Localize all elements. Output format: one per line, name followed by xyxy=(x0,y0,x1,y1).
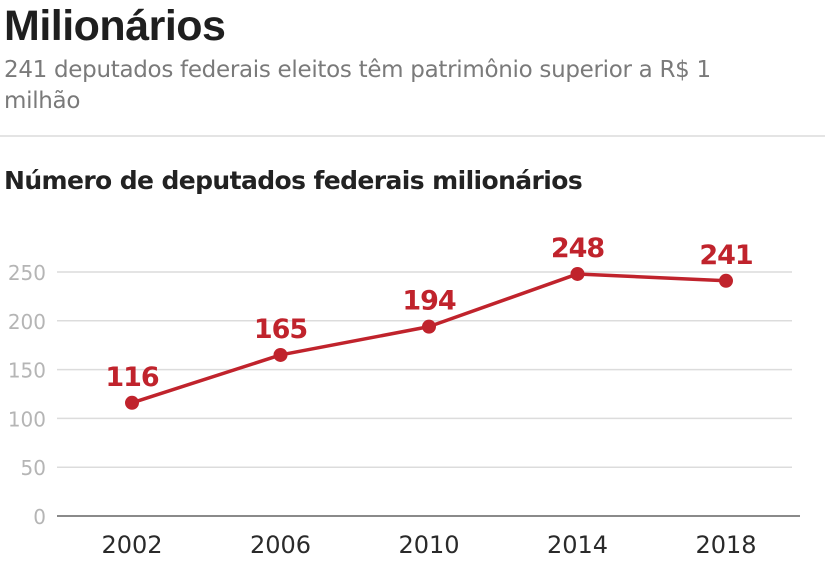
page-subtitle: 241 deputados federais eleitos têm patri… xyxy=(4,57,711,114)
data-labels: 116 165 194 248 241 xyxy=(105,233,753,393)
x-tick-label: 2010 xyxy=(398,531,459,559)
x-tick-label: 2018 xyxy=(695,531,756,559)
y-tick-label: 50 xyxy=(21,456,46,480)
data-point xyxy=(422,319,436,334)
data-label: 194 xyxy=(402,286,456,317)
data-points xyxy=(125,266,733,410)
data-label: 165 xyxy=(254,314,307,345)
chart-title: Número de deputados federais milionários xyxy=(4,166,583,195)
data-point xyxy=(273,347,288,362)
page-title: Milionários xyxy=(4,2,226,50)
data-point xyxy=(570,266,585,281)
gridlines xyxy=(57,271,800,517)
data-label: 116 xyxy=(105,362,159,393)
data-point xyxy=(125,395,139,410)
data-label: 241 xyxy=(699,240,752,271)
y-tick-label: 100 xyxy=(8,407,46,431)
y-tick-label: 150 xyxy=(8,359,46,383)
x-tick-label: 2002 xyxy=(101,531,162,559)
x-tick-label: 2014 xyxy=(547,531,608,559)
x-tick-label: 2006 xyxy=(250,531,311,559)
data-point xyxy=(719,273,733,288)
y-tick-label: 0 xyxy=(33,505,46,529)
y-axis-ticks: 0 50 100 150 200 250 xyxy=(8,261,46,529)
divider xyxy=(0,135,825,137)
data-label: 248 xyxy=(551,233,605,264)
y-tick-label: 250 xyxy=(8,261,46,285)
x-axis-ticks: 2002 2006 2010 2014 2018 xyxy=(101,531,756,559)
y-tick-label: 200 xyxy=(8,310,46,334)
